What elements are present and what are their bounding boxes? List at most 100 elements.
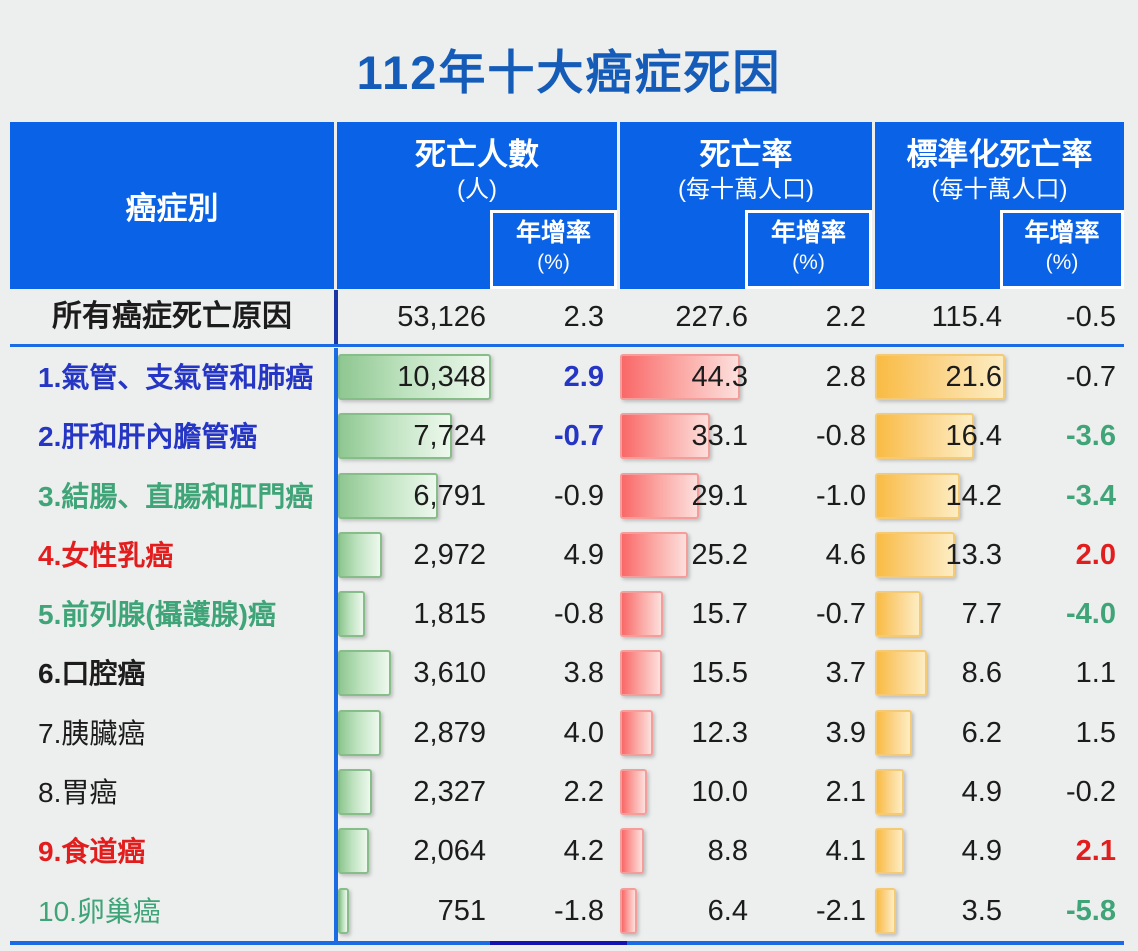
- std-rate-value: 8.6: [961, 657, 1002, 690]
- std-rate-growth: -0.2: [1066, 776, 1116, 809]
- summary-separator-line: [10, 344, 1124, 347]
- header-death-rate: 死亡率 (每十萬人口) 年增率 (%): [620, 122, 872, 289]
- death-rate-growth: 4.6: [825, 538, 866, 571]
- death-rate-bar: [620, 591, 663, 638]
- summary-std-rate-growth: -0.5: [1066, 301, 1116, 333]
- header-death-rate-growth-unit: (%): [792, 251, 825, 274]
- death-rate-growth: -0.7: [816, 598, 866, 631]
- std-rate-value: 3.5: [961, 894, 1002, 927]
- header-deaths-unit: (人): [457, 176, 497, 203]
- table-header: 癌症別 死亡人數 (人) 年增率 (%) 死亡率 (每十萬人口) 年增率 (%)…: [10, 122, 1124, 289]
- death-rate-bar: [620, 354, 740, 400]
- std-rate-value: 4.9: [961, 835, 1002, 868]
- death-rate-value: 8.8: [707, 835, 748, 868]
- table-row: 6.口腔癌 3,610 3.8 15.5 3.7 8.6 1.1: [10, 644, 1124, 703]
- summary-deaths-value: 53,126: [397, 301, 486, 333]
- table-row: 4.女性乳癌 2,972 4.9 25.2 4.6 13.3 2.0: [10, 526, 1124, 585]
- std-rate-growth: 2.0: [1075, 538, 1116, 571]
- std-rate-bar: [875, 887, 897, 934]
- deaths-growth: 2.2: [563, 776, 604, 809]
- death-rate-bar: [620, 413, 710, 460]
- std-rate-growth: 2.1: [1075, 835, 1116, 868]
- death-rate-growth: 2.1: [825, 776, 866, 809]
- summary-deaths-growth: 2.3: [563, 301, 604, 333]
- header-deaths-growth-box: 年增率 (%): [490, 210, 617, 289]
- summary-row: 所有癌症死亡原因 53,126 2.3 227.6 2.2 115.4 -0.5: [10, 290, 1124, 344]
- death-rate-bar: [620, 769, 648, 816]
- death-rate-bar: [620, 650, 662, 697]
- header-std-death-rate-unit: (每十萬人口): [931, 176, 1068, 203]
- header-deaths: 死亡人數 (人) 年增率 (%): [337, 122, 617, 289]
- header-death-rate-growth-box: 年增率 (%): [745, 210, 872, 289]
- cancer-name: 8.胃癌: [38, 777, 118, 809]
- summary-death-rate-value: 227.6: [675, 301, 748, 333]
- std-rate-bar: [875, 769, 905, 816]
- std-rate-bar: [875, 591, 922, 638]
- std-rate-growth: -0.7: [1066, 361, 1116, 393]
- death-rate-bar: [620, 709, 654, 756]
- header-death-rate-unit: (每十萬人口): [678, 176, 814, 203]
- cancer-name: 10.卵巢癌: [38, 895, 161, 927]
- header-cancer-type-label: 癌症別: [125, 191, 219, 226]
- summary-column-divider: [334, 290, 338, 344]
- death-rate-value: 6.4: [707, 894, 748, 927]
- deaths-bar: [338, 769, 373, 816]
- death-rate-value: 15.5: [691, 657, 748, 690]
- deaths-bar: [338, 413, 453, 460]
- std-rate-value: 21.6: [945, 361, 1002, 393]
- deaths-growth: -0.9: [554, 479, 604, 512]
- deaths-growth: -1.8: [554, 894, 604, 927]
- deaths-value: 2,327: [413, 776, 486, 809]
- cancer-name: 5.前列腺(攝護腺)癌: [38, 599, 277, 631]
- deaths-value: 10,348: [397, 361, 486, 393]
- death-rate-value: 12.3: [691, 716, 748, 749]
- std-rate-value: 4.9: [961, 776, 1002, 809]
- deaths-growth: -0.8: [554, 598, 604, 631]
- death-rate-growth: 3.9: [825, 716, 866, 749]
- deaths-bar: [338, 887, 350, 934]
- std-rate-growth: 1.5: [1075, 716, 1116, 749]
- table-row: 9.食道癌 2,064 4.2 8.8 4.1 4.9 2.1: [10, 822, 1124, 881]
- deaths-bar: [338, 531, 382, 578]
- std-rate-bar: [875, 828, 905, 875]
- std-rate-bar: [875, 354, 1005, 400]
- table-row: 7.胰臟癌 2,879 4.0 12.3 3.9 6.2 1.5: [10, 704, 1124, 763]
- std-rate-bar: [875, 709, 913, 756]
- deaths-value: 1,815: [413, 598, 486, 631]
- summary-std-rate-value: 115.4: [931, 301, 1002, 333]
- std-rate-growth: -5.8: [1066, 894, 1116, 927]
- deaths-value: 2,972: [413, 538, 486, 571]
- death-rate-bar: [620, 828, 644, 875]
- table-row: 8.胃癌 2,327 2.2 10.0 2.1 4.9 -0.2: [10, 763, 1124, 822]
- cancer-name: 1.氣管、支氣管和肺癌: [38, 362, 314, 393]
- deaths-bar: [338, 472, 439, 519]
- death-rate-growth: 4.1: [825, 835, 866, 868]
- cancer-name: 9.食道癌: [38, 836, 146, 868]
- header-std-death-rate: 標準化死亡率 (每十萬人口) 年增率 (%): [875, 122, 1124, 289]
- deaths-bar: [338, 591, 365, 638]
- death-rate-bar: [620, 887, 638, 934]
- header-std-death-rate-growth-unit: (%): [1045, 251, 1079, 274]
- page-title: 112年十大癌症死因: [356, 46, 782, 99]
- death-rate-value: 15.7: [691, 598, 748, 631]
- cancer-name: 7.胰臟癌: [38, 717, 146, 749]
- deaths-value: 3,610: [413, 657, 486, 690]
- table-row: 5.前列腺(攝護腺)癌 1,815 -0.8 15.7 -0.7 7.7 -4.…: [10, 585, 1124, 644]
- header-std-death-rate-title: 標準化死亡率: [906, 137, 1093, 172]
- std-rate-value: 6.2: [961, 716, 1002, 749]
- std-rate-growth: 1.1: [1075, 657, 1116, 690]
- cancer-name: 6.口腔癌: [38, 658, 146, 690]
- deaths-bar: [338, 354, 491, 400]
- deaths-value: 2,879: [413, 716, 486, 749]
- death-rate-growth: 3.7: [825, 657, 866, 690]
- deaths-growth: -0.7: [554, 420, 604, 453]
- deaths-growth: 2.9: [563, 361, 604, 393]
- header-cancer-type: 癌症別: [10, 122, 334, 289]
- header-deaths-title: 死亡人數: [415, 137, 539, 172]
- deaths-growth: 4.9: [563, 538, 604, 571]
- header-death-rate-title: 死亡率: [699, 137, 793, 172]
- deaths-bar: [338, 709, 381, 756]
- header-deaths-growth-label: 年增率: [515, 219, 591, 247]
- death-rate-bar: [620, 472, 699, 519]
